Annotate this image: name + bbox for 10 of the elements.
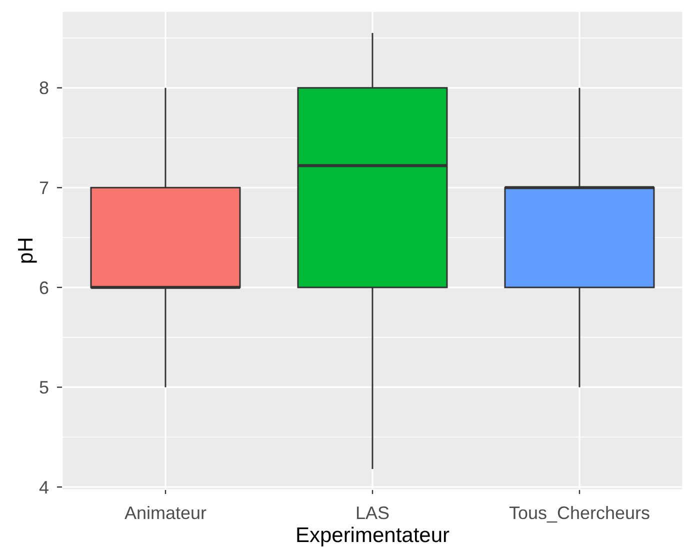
y-tick-label: 4 <box>38 477 49 498</box>
x-tick-label: Animateur <box>124 502 207 523</box>
x-tick-label: Tous_Chercheurs <box>508 502 650 523</box>
y-tick-label: 8 <box>38 78 49 98</box>
x-axis-title: Experimentateur <box>295 524 450 547</box>
y-tick-label: 6 <box>38 278 49 298</box>
y-axis-title: pH <box>14 237 38 264</box>
y-tick-label: 7 <box>38 178 49 198</box>
x-tick-label: LAS <box>355 502 390 523</box>
y-tick-label: 5 <box>38 378 49 398</box>
